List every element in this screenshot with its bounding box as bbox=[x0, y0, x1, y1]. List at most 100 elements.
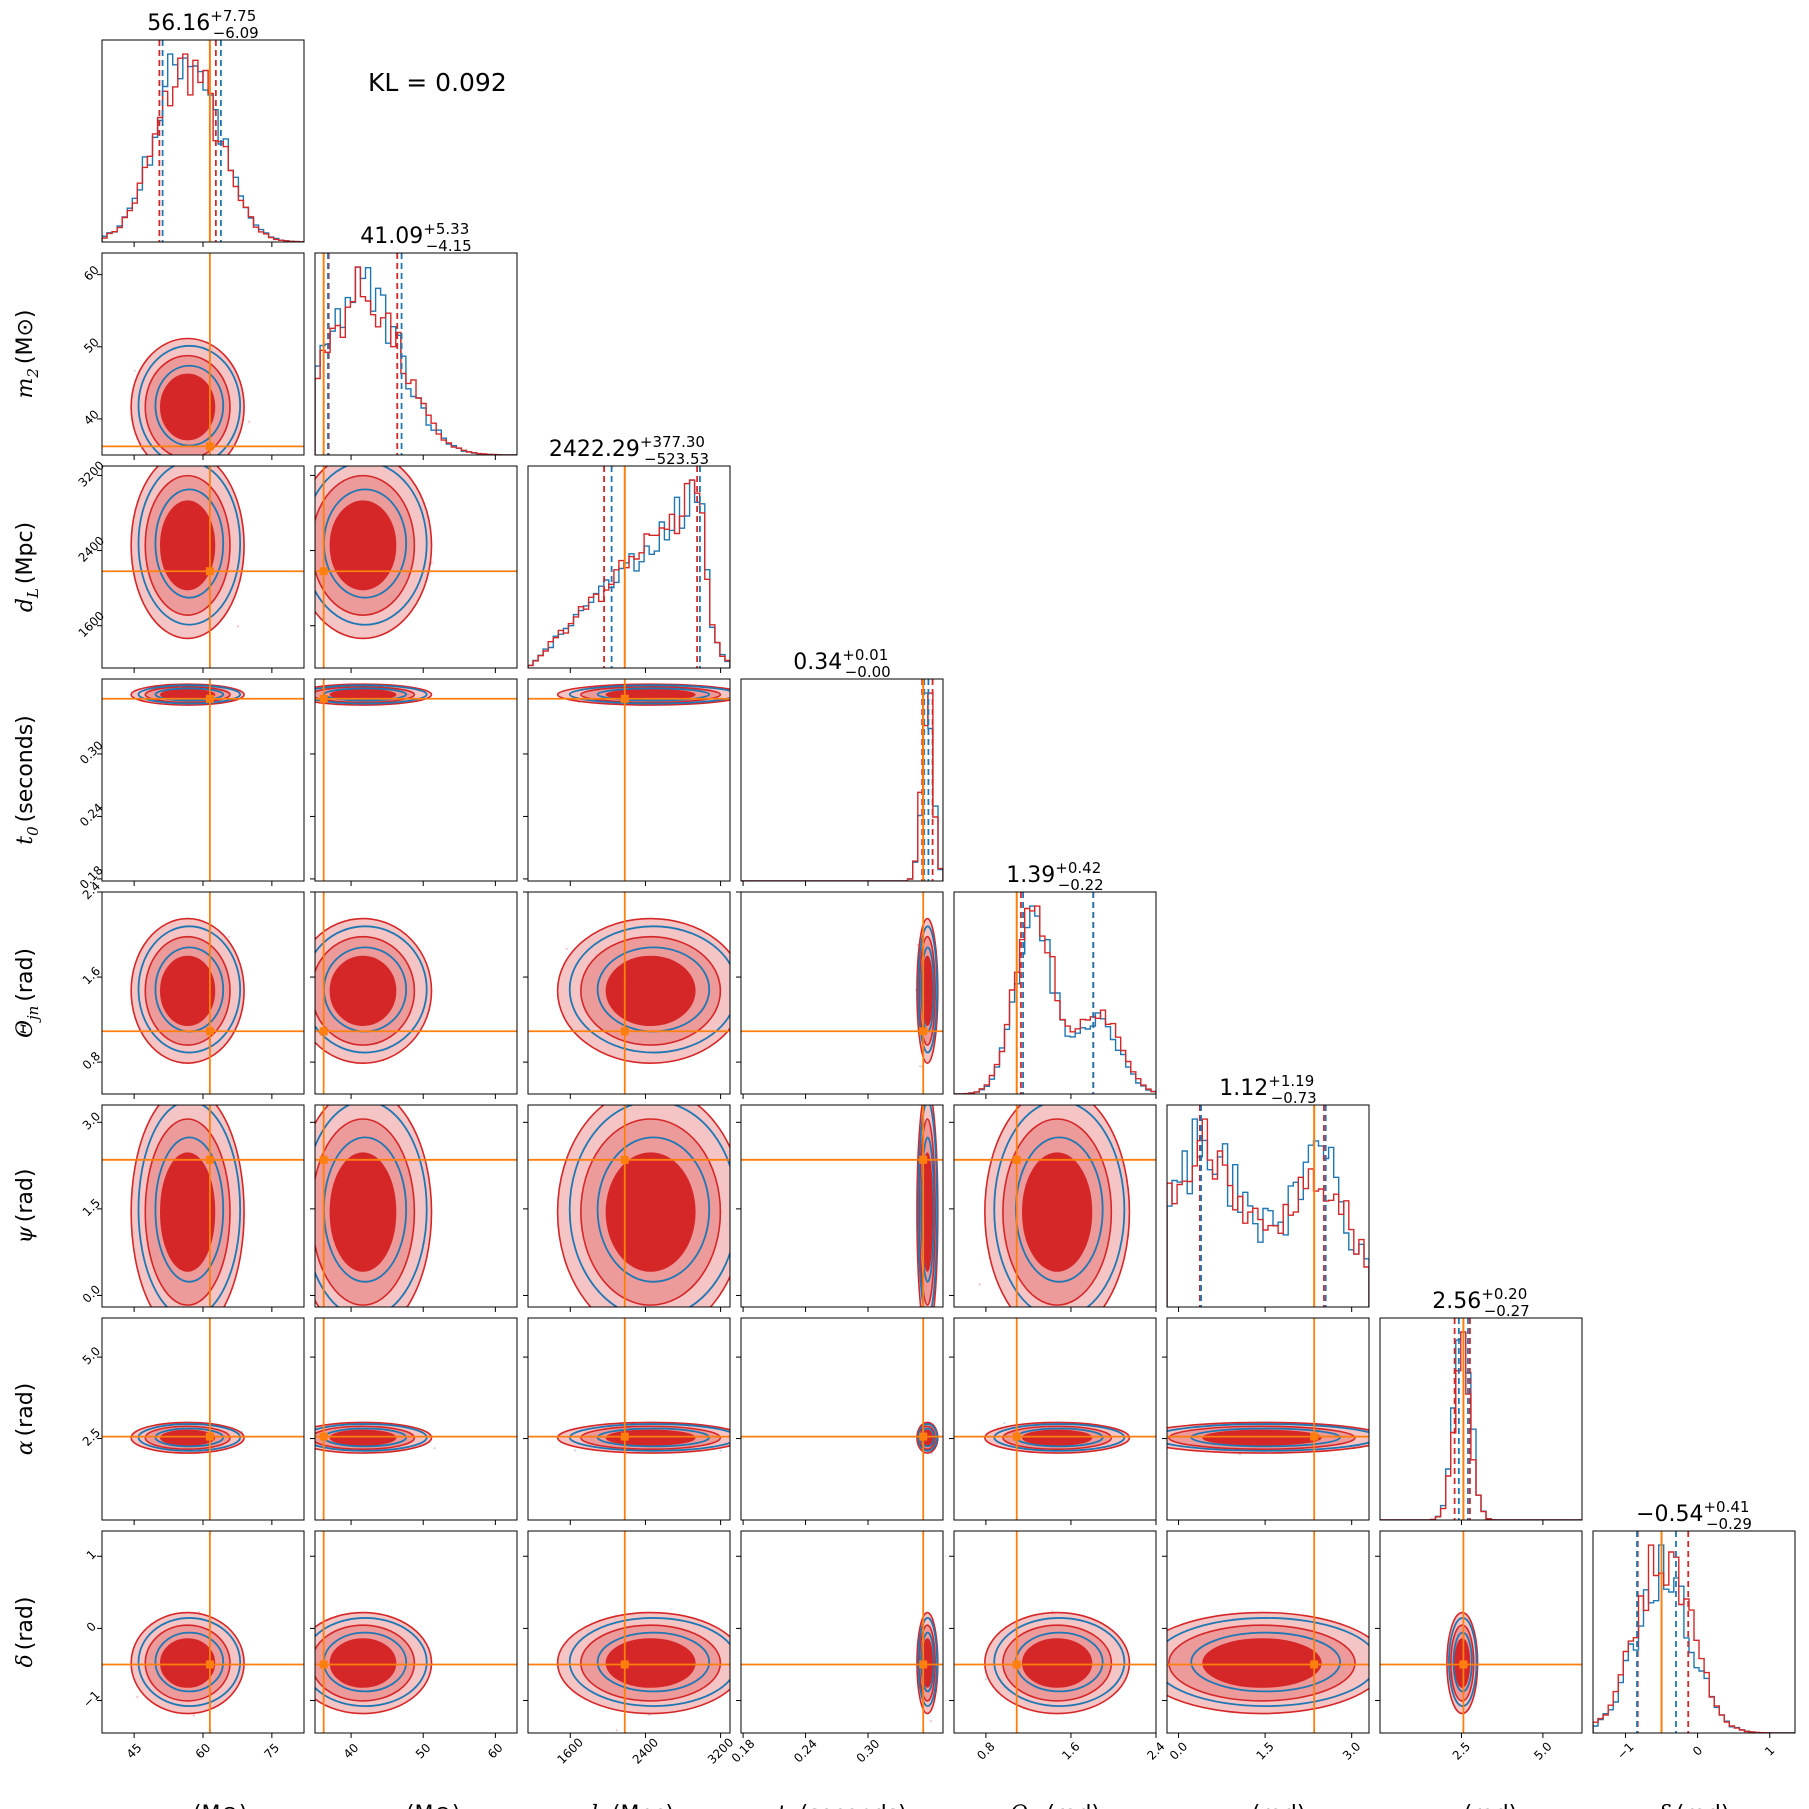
panel-frame bbox=[740, 1530, 944, 1734]
panel-frame bbox=[1166, 1317, 1370, 1521]
panel-frame bbox=[314, 678, 518, 882]
x-tick-label: 2.5 bbox=[1450, 1739, 1473, 1762]
panel-m2-m2: 41.09+5.33 −4.15 bbox=[314, 220, 518, 460]
contour-a-2 bbox=[1202, 1638, 1322, 1688]
panel-m2-t0 bbox=[310, 678, 518, 886]
label-sub: jn bbox=[24, 1006, 42, 1023]
y-axis-label-delta: δ (rad) bbox=[13, 1597, 38, 1668]
x-tick-label: 60 bbox=[485, 1741, 506, 1762]
scatter-point bbox=[136, 1696, 139, 1699]
y-tick-label: 1.5 bbox=[80, 1196, 103, 1219]
contour-a-2 bbox=[159, 1429, 216, 1446]
panel-title-alpha: 2.56+0.20 −0.27 bbox=[1432, 1285, 1529, 1320]
contour-b-0 bbox=[137, 466, 242, 626]
scatter-point bbox=[1133, 1653, 1135, 1655]
contour-b-1 bbox=[1190, 1631, 1342, 1693]
scatter-point bbox=[1153, 1438, 1155, 1440]
panel-t0-t0: 0.34+0.01 −0.00 bbox=[740, 646, 944, 886]
x-tick-label: 2400 bbox=[630, 1735, 661, 1766]
panel-m1-m1: 56.16+7.75 −6.09 bbox=[101, 7, 305, 247]
truth-marker bbox=[620, 1660, 629, 1669]
contour-b-0 bbox=[315, 1617, 428, 1707]
scatter-point bbox=[379, 445, 381, 447]
scatter-point bbox=[648, 1713, 651, 1717]
panel-title-m2: 41.09+5.33 −4.15 bbox=[360, 220, 471, 255]
histogram-series-b bbox=[315, 266, 517, 455]
label-unit: (seconds) bbox=[13, 715, 38, 822]
contour-b-1 bbox=[154, 687, 225, 702]
contour-b-1 bbox=[154, 488, 225, 599]
title-minus: −4.15 bbox=[426, 237, 472, 255]
panel-frame bbox=[527, 891, 731, 1095]
contour-a-2 bbox=[329, 1638, 397, 1688]
panel-frame bbox=[314, 1317, 518, 1521]
title-minus: −0.29 bbox=[1706, 1515, 1752, 1533]
label-unit: (rad) bbox=[13, 1597, 38, 1651]
panel-frame bbox=[1379, 1530, 1583, 1734]
panel-alpha-delta: 2.5 5.0 bbox=[1375, 1530, 1583, 1763]
panel-m2-alpha bbox=[310, 1317, 518, 1525]
x-axis-label-psi: ψ(rad) bbox=[1231, 1802, 1306, 1809]
label-symbol: m bbox=[13, 378, 38, 399]
x-tick-label: 60 bbox=[193, 1741, 214, 1762]
panel-alpha-alpha: 2.56+0.20 −0.27 bbox=[1379, 1285, 1583, 1525]
panel-frame bbox=[740, 1104, 944, 1308]
histogram-series-b bbox=[741, 692, 943, 881]
panel-frame bbox=[1592, 1530, 1796, 1734]
x-axis-label-m1: m1(M⊙) bbox=[158, 1802, 247, 1809]
contour-a-2 bbox=[605, 1429, 696, 1446]
label-sub: 2 bbox=[24, 368, 42, 379]
x-tick-label: 40 bbox=[341, 1741, 362, 1762]
panel-title-m1: 56.16+7.75 −6.09 bbox=[147, 7, 258, 42]
contour-a-2 bbox=[159, 1152, 216, 1272]
panel-title-theta: 1.39+0.42 −0.22 bbox=[1006, 859, 1103, 894]
contour-b-0 bbox=[137, 684, 242, 705]
title-plus: +377.30 bbox=[640, 433, 705, 451]
title-plus: +0.20 bbox=[1481, 1285, 1527, 1303]
scatter-point bbox=[312, 1645, 314, 1647]
label-unit: (M⊙) bbox=[193, 1802, 248, 1809]
truth-marker bbox=[205, 567, 214, 576]
truth-marker bbox=[1012, 1660, 1021, 1669]
y-axis-label-m2: m2 (M⊙) bbox=[13, 309, 42, 398]
scatter-point bbox=[152, 460, 154, 462]
title-value: 41.09 bbox=[360, 224, 423, 249]
x-tick-label: 3.0 bbox=[1340, 1739, 1363, 1762]
truth-marker bbox=[205, 694, 214, 703]
truth-marker bbox=[1310, 1432, 1319, 1441]
panel-dl-psi bbox=[523, 1104, 733, 1312]
scatter-point bbox=[433, 1447, 436, 1450]
label-unit: (rad) bbox=[13, 1383, 38, 1437]
panel-frame bbox=[1166, 1530, 1370, 1734]
truth-marker bbox=[319, 694, 328, 703]
title-plus: +5.33 bbox=[423, 220, 469, 238]
x-tick-label: 0.30 bbox=[854, 1737, 883, 1766]
x-tick-label: 1 bbox=[1762, 1743, 1777, 1758]
label-sub: 0 bbox=[24, 826, 42, 836]
label-sub: L bbox=[24, 588, 42, 599]
title-value: 56.16 bbox=[147, 11, 210, 36]
panel-frame bbox=[101, 1317, 305, 1521]
y-tick-label: −1 bbox=[80, 1688, 102, 1710]
panel-dl-delta: 1600 2400 3200 bbox=[523, 1530, 736, 1767]
contour-a-2 bbox=[1021, 1429, 1093, 1446]
scatter-point bbox=[227, 935, 230, 938]
x-axis-label-alpha: α (rad) bbox=[1445, 1802, 1518, 1809]
panel-frame bbox=[740, 1317, 944, 1521]
title-plus: +1.19 bbox=[1268, 1072, 1314, 1090]
truth-marker bbox=[620, 694, 629, 703]
panel-frame bbox=[314, 1530, 518, 1734]
label-symbol: ψ bbox=[13, 1225, 38, 1243]
title-minus: −0.73 bbox=[1271, 1089, 1317, 1107]
label-unit: (Mpc) bbox=[13, 522, 38, 584]
scatter-point bbox=[919, 1065, 922, 1068]
contour-b-1 bbox=[154, 1631, 225, 1693]
contour-a-2 bbox=[329, 1152, 397, 1272]
scatter-point bbox=[329, 1311, 331, 1313]
label-unit: (M⊙) bbox=[13, 309, 38, 364]
histogram-series-a bbox=[1380, 1331, 1582, 1520]
panel-theta-theta: 1.39+0.42 −0.22 bbox=[953, 859, 1157, 1099]
scatter-point bbox=[731, 1257, 733, 1259]
scatter-point bbox=[1031, 1319, 1033, 1321]
